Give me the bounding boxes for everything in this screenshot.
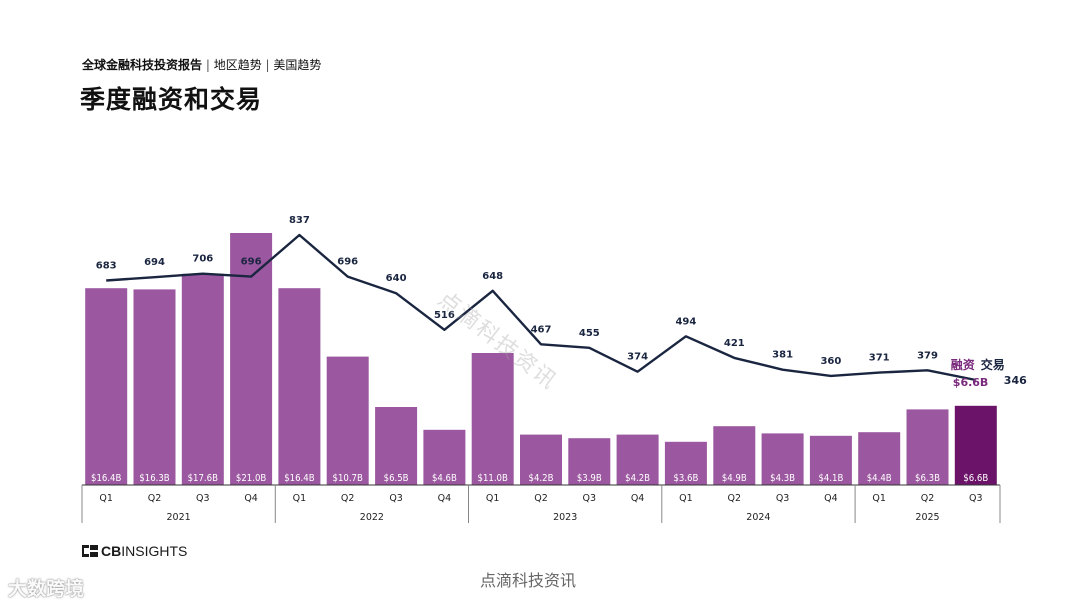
funding-bar-label: $4.2B — [625, 473, 650, 484]
quarter-tick-label: Q2 — [341, 493, 355, 504]
funding-bar-label: $6.5B — [384, 473, 409, 484]
quarter-tick-label: Q4 — [824, 493, 838, 504]
year-tick-label: 2024 — [746, 512, 770, 523]
funding-bar — [181, 273, 224, 485]
funding-bar-label: $4.6B — [432, 473, 457, 484]
deals-value-label: 371 — [869, 353, 890, 364]
quarter-tick-label: Q3 — [969, 493, 983, 504]
quarter-tick-label: Q4 — [631, 493, 645, 504]
deals-value-label: 455 — [579, 328, 600, 339]
funding-bar-label: $16.3B — [139, 473, 169, 484]
deals-value-label: 379 — [917, 350, 938, 361]
cbinsights-logo-icon — [82, 545, 98, 557]
breadcrumb-separator: | — [261, 58, 274, 72]
funding-bar-label: $3.9B — [577, 473, 602, 484]
funding-bar — [906, 409, 949, 485]
deals-value-label: 346 — [1004, 374, 1027, 387]
funding-bar-label: $6.3B — [915, 473, 940, 484]
funding-bar-label: $16.4B — [91, 473, 121, 484]
quarter-tick-label: Q1 — [293, 493, 307, 504]
deals-value-label: 706 — [192, 254, 213, 265]
funding-bar-label: $4.1B — [818, 473, 843, 484]
deals-line — [106, 233, 977, 382]
funding-bar — [858, 432, 901, 485]
quarter-tick-label: Q2 — [148, 493, 162, 504]
quarter-tick-label: Q4 — [244, 493, 258, 504]
deals-value-label: 516 — [434, 310, 455, 321]
deals-value-label: 374 — [627, 352, 648, 363]
quarter-tick-label: Q2 — [534, 493, 548, 504]
deals-value-label: 421 — [724, 338, 745, 349]
page-title: 季度融资和交易 — [80, 85, 263, 114]
deals-value-label: 640 — [386, 273, 407, 284]
quarter-tick-label: Q3 — [583, 493, 597, 504]
deals-value-label: 494 — [675, 316, 696, 327]
breadcrumb-report: 全球金融科技投资报告 — [82, 58, 203, 72]
deals-value-label: 683 — [96, 261, 117, 272]
legend-deals: 交易 — [981, 357, 1005, 372]
logo-text-insights: INSIGHTS — [121, 543, 188, 559]
funding-bar — [278, 288, 321, 485]
funding-bar-label: $3.6B — [673, 473, 698, 484]
breadcrumb-country: 美国趋势 — [273, 58, 322, 72]
funding-bar-label: $4.9B — [722, 473, 747, 484]
funding-bar — [520, 434, 562, 485]
deals-value-label: 837 — [289, 215, 310, 226]
quarter-tick-label: Q2 — [921, 493, 935, 504]
funding-bar-label: $4.3B — [770, 473, 795, 484]
quarter-tick-label: Q1 — [99, 493, 113, 504]
breadcrumb: 全球金融科技投资报告 | 地区趋势 | 美国趋势 — [82, 56, 321, 73]
funding-bar — [616, 434, 659, 485]
funding-bar-label: $16.4B — [284, 473, 314, 484]
year-tick-label: 2021 — [167, 512, 191, 523]
watermark-center: 点滴科技资讯 — [480, 571, 577, 590]
cbinsights-logo: CB INSIGHTS — [82, 543, 187, 559]
deals-value-label: 381 — [772, 350, 793, 361]
funding-bar — [326, 356, 369, 485]
deals-value-label: 467 — [531, 324, 552, 335]
deals-value-label: 648 — [482, 271, 503, 282]
year-tick-label: 2023 — [553, 512, 577, 523]
breadcrumb-region: 地区趋势 — [213, 58, 262, 72]
funding-bar-label: $10.7B — [333, 473, 363, 484]
funding-bar — [471, 353, 514, 485]
quarter-tick-label: Q1 — [486, 493, 500, 504]
funding-bar — [85, 288, 128, 485]
funding-bar — [375, 407, 418, 485]
deals-value-label: 696 — [241, 257, 262, 268]
quarter-tick-label: Q2 — [728, 493, 742, 504]
funding-bar — [423, 429, 466, 485]
funding-latest-label: $6.6B — [953, 376, 989, 389]
deals-value-label: 360 — [820, 356, 841, 367]
funding-bar-label: $6.6B — [963, 473, 988, 484]
year-tick-label: 2025 — [915, 512, 939, 523]
funding-bar-label: $4.2B — [529, 473, 554, 484]
quarter-tick-label: Q3 — [776, 493, 790, 504]
funding-bar-label: $21.0B — [236, 473, 266, 484]
legend-funding: 融资 — [951, 357, 975, 372]
quarter-tick-label: Q3 — [389, 493, 403, 504]
funding-bar-label: $11.0B — [478, 473, 508, 484]
funding-bar — [713, 426, 756, 485]
watermark-corner: 大数跨境 — [8, 578, 85, 600]
funding-bar — [809, 435, 852, 485]
funding-bar-label: $4.4B — [867, 473, 892, 484]
breadcrumb-separator: | — [202, 58, 214, 72]
quarter-tick-label: Q4 — [438, 493, 452, 504]
quarter-tick-label: Q1 — [679, 493, 693, 504]
logo-text-cb: CB — [101, 543, 122, 559]
quarter-tick-label: Q3 — [196, 493, 210, 504]
deals-value-label: 696 — [337, 257, 358, 268]
funding-bar — [133, 289, 176, 485]
funding-bar — [230, 233, 273, 485]
funding-bar — [568, 438, 611, 485]
funding-bar — [664, 441, 707, 485]
deals-value-label: 694 — [144, 257, 165, 268]
funding-bar — [761, 433, 804, 485]
funding-bar-label: $17.6B — [188, 473, 218, 484]
funding-bar — [954, 405, 997, 485]
year-tick-label: 2022 — [360, 512, 384, 523]
quarter-tick-label: Q1 — [872, 493, 886, 504]
